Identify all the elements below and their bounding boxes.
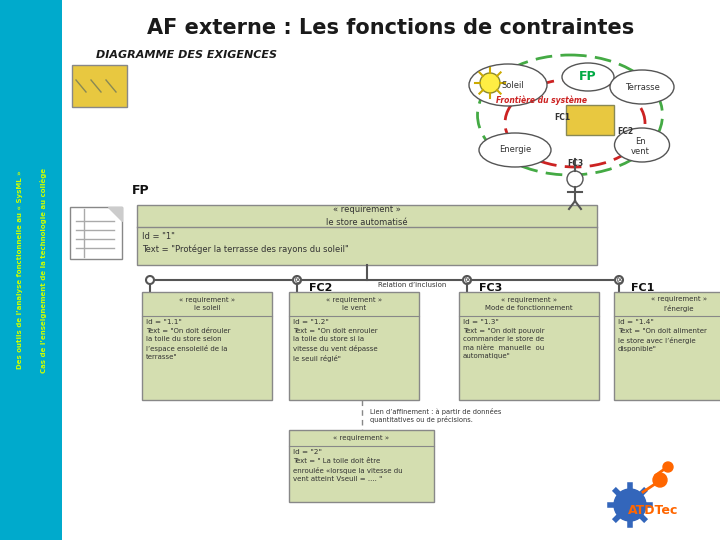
- Ellipse shape: [469, 64, 547, 106]
- Text: Des outils de l’analyse fonctionnelle au « SysML »: Des outils de l’analyse fonctionnelle au…: [17, 171, 23, 369]
- Bar: [289, 292, 419, 400]
- Text: FC2: FC2: [617, 127, 633, 137]
- FancyBboxPatch shape: [70, 207, 122, 259]
- Text: FP: FP: [132, 184, 150, 197]
- Text: Terrasse: Terrasse: [624, 83, 660, 91]
- Bar: [137, 205, 597, 265]
- Text: FC1: FC1: [554, 113, 570, 123]
- Text: ⊗: ⊗: [293, 275, 301, 285]
- Text: Text = "On doit enrouler
la toile du store si la
vitesse du vent dépasse
le seui: Text = "On doit enrouler la toile du sto…: [293, 328, 377, 362]
- Text: Id = "1.4": Id = "1.4": [618, 319, 654, 325]
- Text: ⊗: ⊗: [463, 275, 471, 285]
- Ellipse shape: [614, 128, 670, 162]
- Text: Lien d’affinement : à partir de données
quantitatives ou de précisions.: Lien d’affinement : à partir de données …: [370, 408, 501, 423]
- Text: « requirement »
Mode de fonctionnement: « requirement » Mode de fonctionnement: [485, 297, 573, 311]
- Ellipse shape: [479, 133, 551, 167]
- Text: « requirement »
le soleil: « requirement » le soleil: [179, 297, 235, 311]
- Text: ATDTec: ATDTec: [628, 503, 678, 516]
- Text: Id = "1.1": Id = "1.1": [146, 319, 182, 325]
- Text: « requirement »: « requirement »: [333, 435, 390, 441]
- Text: Id = "2": Id = "2": [293, 449, 322, 455]
- Ellipse shape: [610, 70, 674, 104]
- Text: ⊗: ⊗: [615, 275, 623, 285]
- Text: Text = "On doit alimenter
le store avec l’énergie
disponible": Text = "On doit alimenter le store avec …: [618, 328, 707, 352]
- Text: En: En: [635, 137, 645, 145]
- Text: Text = "On doit dérouler
la toile du store selon
l’espace ensoleilé de la
terras: Text = "On doit dérouler la toile du sto…: [146, 328, 230, 360]
- Bar: [142, 292, 272, 400]
- FancyBboxPatch shape: [566, 105, 614, 135]
- Bar: [289, 430, 434, 502]
- Circle shape: [463, 276, 471, 284]
- Text: Soleil: Soleil: [502, 80, 524, 90]
- Text: Text = "On doit pouvoir
commander le store de
ma nière  manuelle  ou
automatique: Text = "On doit pouvoir commander le sto…: [463, 328, 544, 359]
- Text: vent: vent: [631, 146, 649, 156]
- Circle shape: [614, 489, 646, 521]
- Circle shape: [567, 171, 583, 187]
- Bar: [459, 292, 599, 400]
- Circle shape: [480, 73, 500, 93]
- Text: « requirement »
le store automatisé: « requirement » le store automatisé: [326, 205, 408, 227]
- Text: Id = "1.2": Id = "1.2": [293, 319, 329, 325]
- Text: Frontière du système: Frontière du système: [497, 95, 588, 105]
- Polygon shape: [108, 207, 122, 221]
- Text: Energie: Energie: [499, 145, 531, 154]
- Circle shape: [293, 276, 301, 284]
- Ellipse shape: [562, 63, 614, 91]
- Text: FC3: FC3: [567, 159, 583, 167]
- Text: Text = "Protéger la terrasse des rayons du soleil": Text = "Protéger la terrasse des rayons …: [142, 244, 348, 253]
- Circle shape: [146, 276, 154, 284]
- Text: DIAGRAMME DES EXIGENCES: DIAGRAMME DES EXIGENCES: [96, 50, 277, 60]
- Text: Cas de l’enseignement de la technologie au collège: Cas de l’enseignement de la technologie …: [40, 167, 48, 373]
- Circle shape: [663, 462, 673, 472]
- Text: FC2: FC2: [309, 283, 333, 293]
- Bar: [0, 0, 62, 540]
- Text: FC1: FC1: [631, 283, 654, 293]
- Text: AF externe : Les fonctions de contraintes: AF externe : Les fonctions de contrainte…: [148, 18, 634, 38]
- Text: Id = "1.3": Id = "1.3": [463, 319, 499, 325]
- Text: Text = " La toile doit être
enroulée «lorsque la vitesse du
vent atteint Vseuil : Text = " La toile doit être enroulée «lo…: [293, 458, 402, 482]
- Circle shape: [653, 473, 667, 487]
- Bar: [614, 292, 720, 400]
- FancyBboxPatch shape: [72, 65, 127, 107]
- Text: « requirement »
l’énergie: « requirement » l’énergie: [651, 296, 707, 312]
- Text: FC3: FC3: [479, 283, 503, 293]
- Circle shape: [615, 276, 623, 284]
- Text: Relation d’inclusion: Relation d’inclusion: [378, 282, 446, 288]
- Text: « requirement »
le vent: « requirement » le vent: [326, 297, 382, 311]
- Text: Id = "1": Id = "1": [142, 232, 175, 241]
- Text: FP: FP: [579, 71, 597, 84]
